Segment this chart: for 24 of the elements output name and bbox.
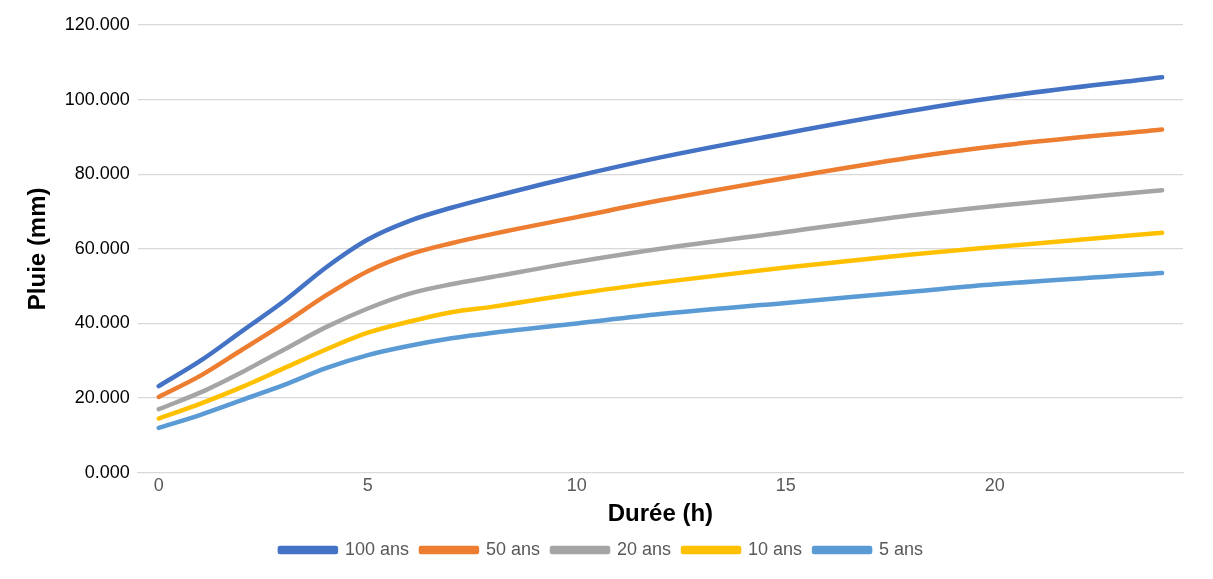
legend-label: 50 ans xyxy=(485,538,540,559)
line-series xyxy=(156,187,1165,412)
y-tick-label: 40.000 xyxy=(74,312,130,333)
x-tick-label: 15 xyxy=(775,475,796,496)
y-tick-label: 20.000 xyxy=(74,386,130,407)
legend-label: 100 ans xyxy=(344,538,409,559)
legend-label: 5 ans xyxy=(879,538,924,559)
x-tick-label: 20 xyxy=(984,475,1005,496)
y-axis-title: Pluie (mm) xyxy=(23,187,51,311)
line-series xyxy=(156,270,1165,431)
legend-label: 20 ans xyxy=(616,538,672,559)
line-series xyxy=(156,230,1165,421)
y-tick-label: 0.000 xyxy=(84,461,130,482)
x-tick-label: 10 xyxy=(566,475,587,496)
x-tick-label: 0 xyxy=(153,475,164,496)
legend-label: 10 ans xyxy=(748,538,803,559)
y-tick-label: 120.000 xyxy=(64,13,130,34)
y-tick-label: 80.000 xyxy=(74,163,130,184)
y-tick-label: 60.000 xyxy=(74,237,130,258)
x-axis-title: Durée (h) xyxy=(607,499,714,527)
x-tick-label: 5 xyxy=(362,475,373,496)
y-tick-label: 100.000 xyxy=(64,88,130,109)
line-series xyxy=(156,74,1165,389)
line-series xyxy=(156,127,1165,400)
